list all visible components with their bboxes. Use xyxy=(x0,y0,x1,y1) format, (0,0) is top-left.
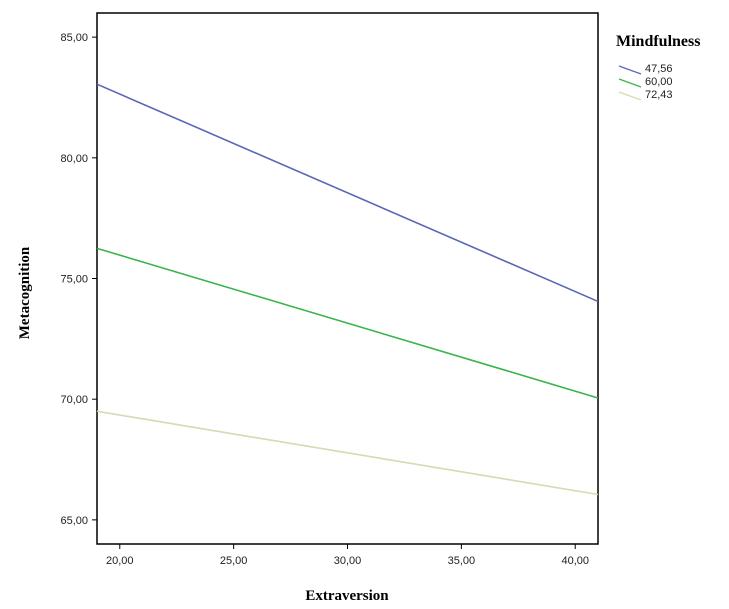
x-tick-label: 20,00 xyxy=(106,555,134,567)
legend-swatch xyxy=(618,91,642,101)
x-axis-ticks: 20,00 25,00 30,00 35,00 40,00 xyxy=(106,544,589,567)
y-tick-label: 80,00 xyxy=(60,153,88,165)
x-tick-label: 40,00 xyxy=(561,555,589,567)
legend-swatch xyxy=(618,78,642,88)
x-tick-label: 35,00 xyxy=(448,555,476,567)
x-axis-title: Extraversion xyxy=(305,588,389,604)
series-line-2 xyxy=(96,247,599,399)
y-tick-label: 85,00 xyxy=(60,32,88,44)
legend-title: Mindfulness xyxy=(616,33,700,50)
y-tick-label: 70,00 xyxy=(60,394,88,406)
legend-swatch xyxy=(618,65,642,75)
series-lines xyxy=(96,83,599,496)
y-tick-label: 65,00 xyxy=(60,515,88,527)
y-axis-ticks: 65,00 70,00 75,00 80,00 85,00 xyxy=(60,32,97,527)
series-line-1 xyxy=(96,83,599,303)
y-axis-title: Metacognition xyxy=(17,246,33,339)
legend-label: 72,43 xyxy=(645,89,673,101)
x-tick-label: 30,00 xyxy=(334,555,362,567)
x-tick-label: 25,00 xyxy=(220,555,248,567)
series-line-3 xyxy=(96,410,599,496)
legend-label: 47,56 xyxy=(645,63,673,75)
plot-area xyxy=(96,12,599,545)
legend-label: 60,00 xyxy=(645,76,673,88)
y-tick-label: 75,00 xyxy=(60,274,88,286)
